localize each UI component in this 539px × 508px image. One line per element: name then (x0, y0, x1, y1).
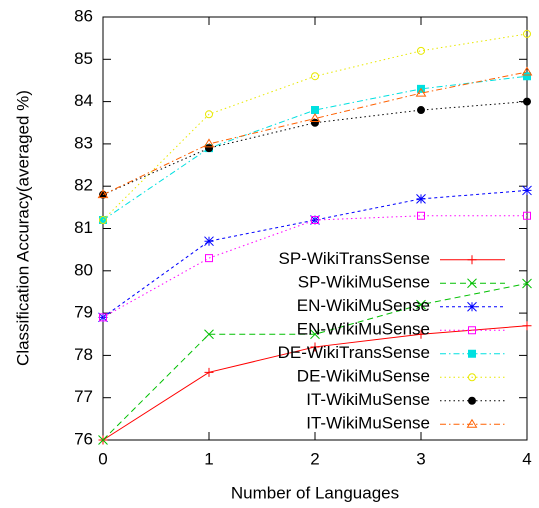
legend-marker (467, 373, 477, 382)
legend-label: EN-WikiMuSense (297, 296, 430, 315)
y-tick-label: 82 (74, 176, 93, 195)
legend-label: EN-WikiMuSense (297, 320, 430, 339)
data-point (204, 367, 214, 377)
legend-marker (466, 418, 478, 428)
data-point (99, 313, 107, 322)
data-point (311, 216, 319, 225)
legend-label: DE-WikiMuSense (297, 367, 430, 386)
x-tick-label: 4 (522, 449, 531, 468)
y-tick-label: 83 (74, 133, 93, 152)
data-point (310, 342, 320, 352)
legend-marker (467, 301, 477, 312)
legend-marker (468, 349, 476, 358)
data-point (522, 321, 532, 331)
data-point (415, 87, 427, 97)
series-line (102, 71, 528, 196)
data-point (416, 329, 426, 339)
series-line (102, 75, 528, 221)
data-point (311, 106, 319, 115)
data-point (523, 72, 531, 81)
y-tick-label: 76 (74, 429, 93, 448)
y-axis-label: Classification Accuracy(averaged %) (13, 90, 32, 366)
x-axis-label: Number of Languages (231, 483, 399, 502)
series-line (102, 33, 528, 221)
legend-marker (467, 278, 477, 289)
legend-label: IT-WikiMuSense (306, 390, 430, 409)
data-point (204, 110, 214, 119)
y-tick-label: 86 (74, 6, 93, 25)
data-point (523, 211, 531, 220)
data-point (310, 329, 320, 340)
y-tick-label: 85 (74, 49, 93, 68)
data-point (97, 189, 109, 199)
x-tick-label: 3 (416, 449, 425, 468)
data-point (205, 254, 213, 263)
data-point (203, 138, 215, 148)
x-tick-label: 2 (310, 449, 319, 468)
data-point (416, 46, 426, 55)
data-point (522, 185, 532, 196)
legend-label: DE-WikiTransSense (278, 343, 430, 362)
series-line (102, 101, 528, 196)
data-point (204, 144, 214, 153)
x-tick-label: 1 (204, 449, 213, 468)
data-point (204, 329, 214, 340)
data-point (416, 194, 426, 204)
legend-label: SP-WikiTransSense (279, 249, 430, 268)
y-tick-label: 80 (74, 260, 93, 279)
plot-frame (102, 16, 528, 441)
data-point (98, 216, 108, 225)
data-point (417, 211, 425, 220)
data-point (416, 106, 426, 115)
legend-label: IT-WikiMuSense (306, 414, 430, 433)
data-point (309, 113, 321, 123)
data-point (522, 97, 532, 106)
legend-marker (467, 396, 477, 405)
y-tick-label: 78 (74, 345, 93, 364)
x-tick-label: 0 (98, 449, 107, 468)
legend-marker (468, 326, 476, 335)
y-tick-label: 81 (74, 218, 93, 237)
y-tick-label: 84 (74, 91, 93, 110)
data-point (310, 118, 320, 127)
legend-marker (467, 255, 477, 265)
data-point (98, 435, 108, 445)
y-tick-label: 79 (74, 303, 93, 322)
data-point (310, 72, 320, 81)
data-point (416, 299, 426, 310)
y-tick-label: 77 (74, 387, 93, 406)
series-line (102, 215, 527, 318)
data-point (204, 236, 214, 247)
data-point (522, 29, 532, 38)
data-point (522, 278, 532, 289)
data-point (521, 66, 533, 76)
legend-label: SP-WikiMuSense (298, 273, 430, 292)
